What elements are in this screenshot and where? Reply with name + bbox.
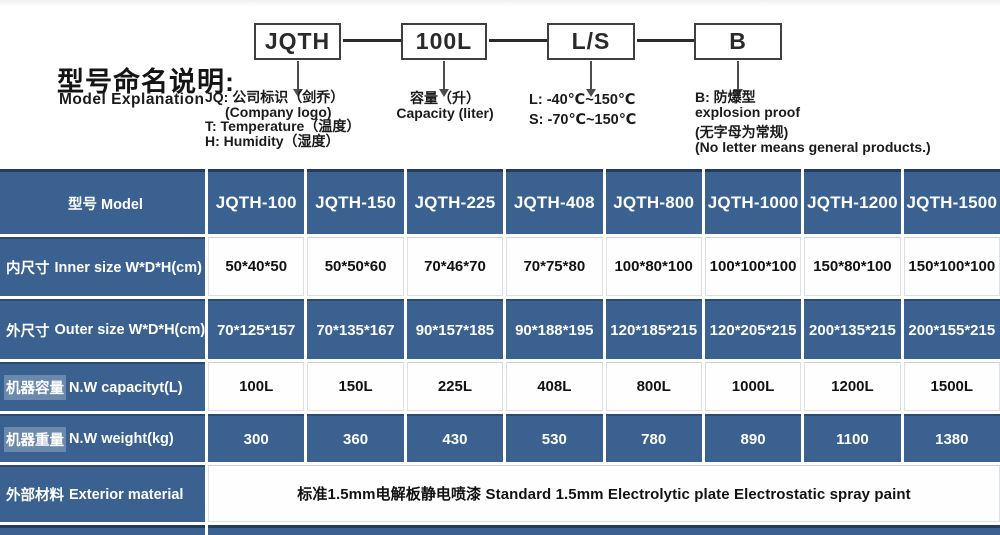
spec-table: 型号 Model JQTH-100 JQTH-150 JQTH-225 JQTH-408… bbox=[0, 169, 1000, 535]
spec-cell: 408L bbox=[506, 362, 603, 411]
down-arrow-icon bbox=[439, 89, 449, 97]
note-line: explosion proof bbox=[695, 103, 800, 120]
model-header-cell: JQTH-225 bbox=[406, 169, 504, 234]
row-label: 外部材料 Exterior material bbox=[0, 465, 205, 522]
note-line: (无字母为常规) bbox=[695, 124, 789, 141]
note-line: B: 防爆型 bbox=[695, 89, 756, 105]
down-arrow-icon bbox=[586, 89, 596, 97]
note-line: Capacity (liter) bbox=[396, 104, 494, 121]
row-label-en: N.W capacityt(L) bbox=[69, 379, 183, 396]
model-code-box: B bbox=[694, 23, 782, 60]
model-header-cell: JQTH-100 bbox=[208, 169, 305, 234]
note-line: L: -40℃~150℃ bbox=[529, 92, 636, 108]
box-note: L: -40℃~150℃ S: -70℃~150℃ bbox=[529, 91, 636, 130]
row-label: 机器容量 N.W capacityt(L) bbox=[0, 362, 205, 411]
spec-cell: 1100 bbox=[804, 414, 901, 462]
row-label-zh: 外尺寸 bbox=[6, 323, 50, 340]
partial-row-cell bbox=[208, 525, 1000, 535]
down-arrow-icon bbox=[296, 61, 299, 90]
model-code-box: 100L bbox=[401, 23, 487, 60]
diagram-title-zh: 型号命名说明: bbox=[57, 67, 235, 97]
spec-cell: 100*100*100 bbox=[704, 237, 802, 296]
spec-cell: 150*100*100 bbox=[903, 237, 1000, 296]
row-label: 内尺寸 Inner size W*D*H(cm) bbox=[0, 237, 205, 296]
row-label-zh: 外部材料 bbox=[6, 488, 64, 504]
model-header-cell: JQTH-1200 bbox=[804, 169, 901, 234]
down-arrow-icon bbox=[737, 61, 739, 90]
box-note: JQ: 公司标识（剑乔） (Company logo) T: Temperature… bbox=[205, 90, 360, 148]
note-line: (Company logo) bbox=[225, 103, 332, 120]
table-header-label: 型号 Model bbox=[0, 169, 205, 234]
down-arrow-icon bbox=[590, 61, 592, 90]
partial-row-label bbox=[0, 525, 205, 535]
spec-cell: 300 bbox=[208, 414, 305, 462]
row-label: 外尺寸 Outer size W*D*H(cm) bbox=[0, 299, 205, 359]
row-label-en: Outer size W*D*H(cm) bbox=[54, 322, 206, 338]
down-arrow-icon bbox=[443, 61, 445, 90]
model-code-box: L/S bbox=[547, 23, 635, 60]
spec-cell: 90*157*185 bbox=[406, 299, 504, 359]
spec-cell: 800L bbox=[605, 362, 702, 411]
spec-cell: 1380 bbox=[903, 414, 1000, 462]
note-line: T: Temperature（温度） bbox=[205, 118, 361, 135]
spec-cell: 200*155*215 bbox=[903, 299, 1000, 359]
spec-cell: 150*80*100 bbox=[804, 237, 901, 296]
note-line: 容量（升） bbox=[410, 90, 480, 106]
spec-cell: 70*75*80 bbox=[506, 237, 603, 296]
box-connector-line bbox=[489, 39, 547, 42]
box-note: B: 防爆型 explosion proof (无字母为常规) (No letter … bbox=[695, 90, 931, 154]
note-line: JQ: 公司标识（剑乔） bbox=[205, 89, 345, 105]
down-arrow-icon bbox=[292, 89, 303, 97]
spec-cell: 1200L bbox=[804, 362, 901, 411]
spec-cell: 100L bbox=[208, 362, 305, 411]
box-connector-line bbox=[637, 39, 694, 42]
spec-cell: 1000L bbox=[704, 362, 802, 411]
spec-cell: 1500L bbox=[903, 362, 1000, 411]
spec-cell: 120*185*215 bbox=[605, 299, 702, 359]
row-label-zh: 机器重量 bbox=[6, 428, 64, 450]
model-header-cell: JQTH-800 bbox=[605, 169, 702, 234]
page-top-fade bbox=[0, 0, 1000, 7]
spec-cell: 360 bbox=[307, 414, 404, 462]
spec-cell: 200*135*215 bbox=[804, 299, 901, 359]
model-header-cell: JQTH-1000 bbox=[704, 169, 802, 234]
note-line: S: -70℃~150℃ bbox=[529, 111, 637, 128]
box-note: 容量（升） Capacity (liter) bbox=[384, 91, 506, 120]
row-label-zh: 机器容量 bbox=[6, 377, 64, 398]
note-line: H: Humidity（湿度） bbox=[205, 132, 340, 149]
spec-cell: 70*135*167 bbox=[307, 299, 404, 359]
spec-cell: 100*80*100 bbox=[605, 237, 702, 296]
model-naming-diagram: 型号命名说明: Model Explanation JQTH 100L L/S B JQ… bbox=[0, 0, 1000, 169]
row-label: 机器重量 N.W weight(kg) bbox=[0, 414, 205, 462]
row-label-zh: 内尺寸 bbox=[6, 261, 50, 277]
model-header-cell: JQTH-150 bbox=[307, 169, 404, 234]
box-connector-line bbox=[343, 39, 401, 42]
spec-cell: 530 bbox=[506, 414, 603, 462]
model-code-box: JQTH bbox=[254, 23, 341, 60]
note-line: (No letter means general products.) bbox=[695, 138, 931, 155]
row-label-en: N.W weight(kg) bbox=[69, 431, 174, 447]
spec-cell: 890 bbox=[704, 414, 802, 462]
model-header-cell: JQTH-408 bbox=[506, 169, 603, 234]
spec-merged-cell: 标准1.5mm电解板静电喷漆 Standard 1.5mm Electrolyt… bbox=[208, 465, 1000, 522]
spec-cell: 430 bbox=[406, 414, 504, 462]
spec-cell: 50*50*60 bbox=[307, 237, 404, 296]
down-arrow-icon bbox=[733, 89, 743, 97]
spec-cell: 150L bbox=[307, 362, 404, 411]
spec-cell: 120*205*215 bbox=[704, 299, 802, 359]
diagram-title-en: Model Explanation bbox=[59, 91, 205, 108]
row-label-en: Inner size W*D*H(cm) bbox=[54, 259, 202, 276]
spec-cell: 70*46*70 bbox=[406, 237, 504, 296]
spec-cell: 50*40*50 bbox=[208, 237, 305, 296]
spec-cell: 70*125*157 bbox=[208, 299, 305, 359]
spec-cell: 90*188*195 bbox=[506, 299, 603, 359]
spec-cell: 780 bbox=[605, 414, 702, 462]
row-label-en: Exterior material bbox=[69, 486, 184, 503]
model-header-cell: JQTH-1500 bbox=[903, 169, 1000, 234]
spec-cell: 225L bbox=[406, 362, 504, 411]
